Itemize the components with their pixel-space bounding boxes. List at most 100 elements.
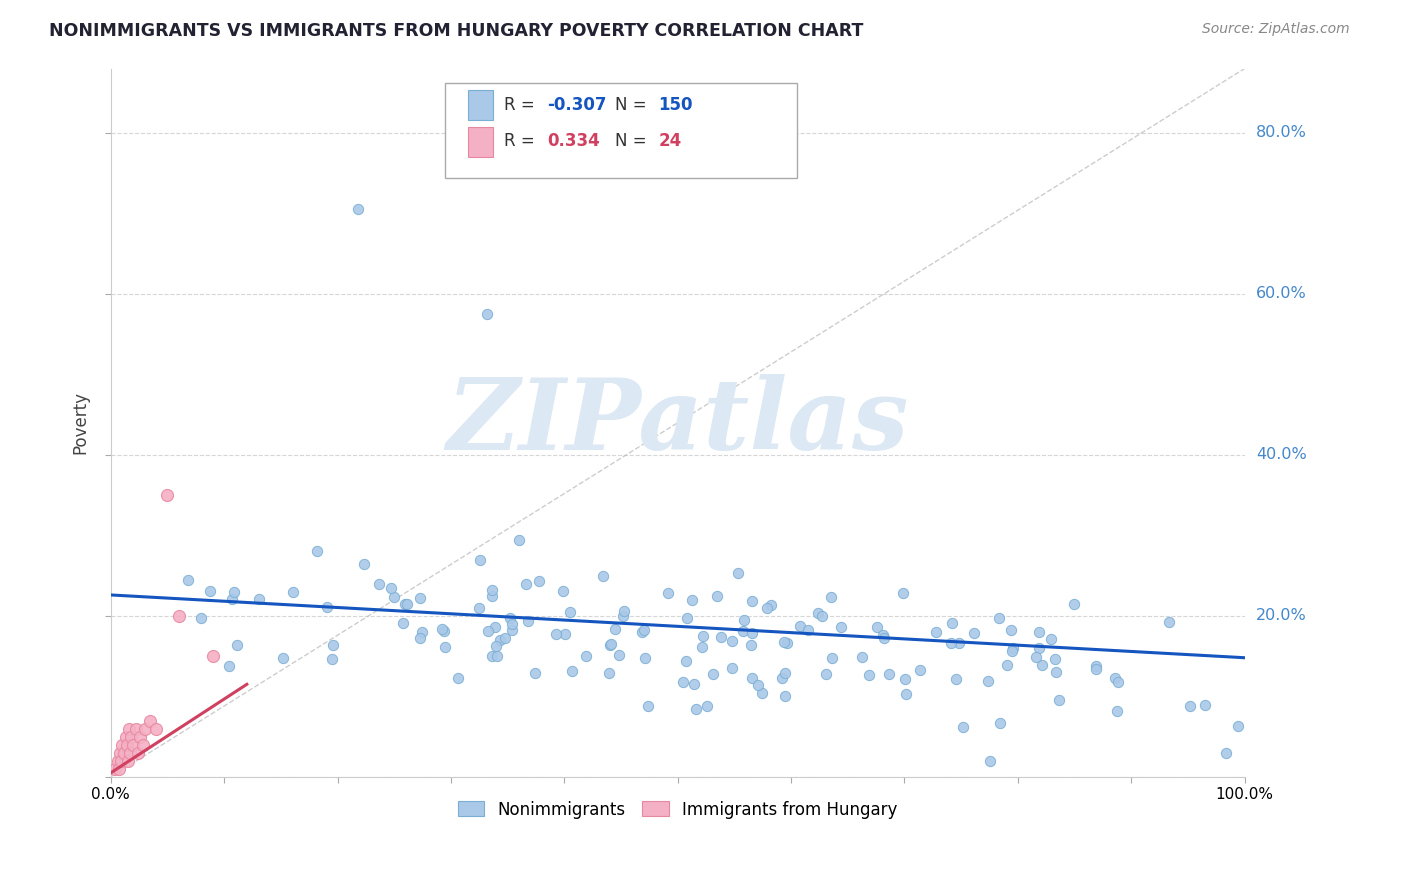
- Text: N =: N =: [616, 95, 652, 113]
- Point: [271, 651, 294, 665]
- Point: [740, 638, 762, 652]
- Point: [488, 633, 510, 648]
- Point: [592, 569, 614, 583]
- Text: Source: ZipAtlas.com: Source: ZipAtlas.com: [1202, 22, 1350, 37]
- Point: [772, 635, 794, 649]
- Point: [117, 754, 139, 768]
- Point: [605, 622, 627, 636]
- Point: [190, 611, 212, 625]
- Point: [681, 593, 703, 607]
- Point: [1045, 665, 1067, 679]
- Point: [515, 577, 537, 591]
- Point: [432, 623, 454, 637]
- Point: [945, 672, 967, 686]
- Point: [553, 584, 575, 599]
- Point: [167, 608, 190, 623]
- Point: [815, 666, 838, 681]
- Text: NONIMMIGRANTS VS IMMIGRANTS FROM HUNGARY POVERTY CORRELATION CHART: NONIMMIGRANTS VS IMMIGRANTS FROM HUNGARY…: [49, 22, 863, 40]
- Point: [1028, 624, 1050, 639]
- Point: [657, 585, 679, 599]
- Point: [107, 762, 129, 776]
- Point: [941, 616, 963, 631]
- Point: [692, 629, 714, 643]
- Text: R =: R =: [505, 133, 540, 151]
- Point: [894, 687, 917, 701]
- Point: [524, 665, 547, 680]
- Point: [554, 627, 576, 641]
- Point: [789, 619, 811, 633]
- Point: [633, 623, 655, 637]
- Point: [1215, 746, 1237, 760]
- Point: [494, 632, 516, 646]
- Text: 150: 150: [658, 95, 693, 113]
- Point: [395, 597, 418, 611]
- Point: [1159, 615, 1181, 629]
- Point: [879, 667, 901, 681]
- Point: [1002, 641, 1025, 656]
- Point: [546, 627, 568, 641]
- Point: [1039, 632, 1062, 646]
- Point: [891, 585, 914, 599]
- FancyBboxPatch shape: [446, 83, 797, 178]
- Point: [1104, 671, 1126, 685]
- Text: ZIPatlas: ZIPatlas: [447, 375, 908, 471]
- Point: [281, 584, 304, 599]
- Point: [104, 762, 127, 776]
- FancyBboxPatch shape: [468, 90, 494, 120]
- Point: [108, 746, 131, 760]
- Point: [347, 202, 370, 217]
- Text: 20.0%: 20.0%: [1256, 608, 1306, 624]
- Point: [908, 664, 931, 678]
- Point: [380, 581, 402, 595]
- Point: [307, 543, 329, 558]
- Point: [409, 631, 432, 645]
- Point: [776, 636, 799, 650]
- Point: [811, 609, 834, 624]
- Point: [1000, 623, 1022, 637]
- Point: [222, 585, 245, 599]
- Point: [830, 620, 852, 634]
- Point: [727, 566, 749, 580]
- Point: [821, 651, 844, 665]
- Point: [634, 650, 657, 665]
- Point: [676, 611, 699, 625]
- Point: [367, 577, 389, 591]
- Point: [1226, 719, 1249, 733]
- Point: [477, 624, 499, 638]
- Point: [485, 648, 508, 663]
- Point: [741, 626, 763, 640]
- Point: [672, 674, 695, 689]
- Point: [221, 591, 243, 606]
- Point: [1194, 698, 1216, 713]
- Point: [129, 730, 152, 744]
- Point: [976, 673, 998, 688]
- Point: [696, 698, 718, 713]
- Point: [315, 600, 337, 615]
- Point: [481, 583, 503, 598]
- Point: [607, 648, 630, 662]
- Text: 60.0%: 60.0%: [1256, 286, 1306, 301]
- Point: [979, 754, 1001, 768]
- Point: [107, 754, 129, 768]
- Point: [952, 720, 974, 734]
- Point: [598, 666, 620, 681]
- Point: [131, 738, 153, 752]
- Point: [1043, 652, 1066, 666]
- Point: [481, 589, 503, 603]
- Point: [773, 690, 796, 704]
- Point: [613, 604, 636, 618]
- Point: [720, 634, 742, 648]
- Point: [115, 738, 138, 752]
- Point: [561, 665, 583, 679]
- Point: [612, 609, 634, 624]
- Point: [675, 654, 697, 668]
- Point: [988, 715, 1011, 730]
- Point: [433, 640, 456, 654]
- Point: [682, 676, 704, 690]
- Point: [872, 628, 894, 642]
- Point: [1025, 649, 1047, 664]
- Point: [517, 614, 540, 628]
- Point: [382, 590, 405, 604]
- Point: [111, 738, 134, 752]
- Point: [501, 617, 523, 632]
